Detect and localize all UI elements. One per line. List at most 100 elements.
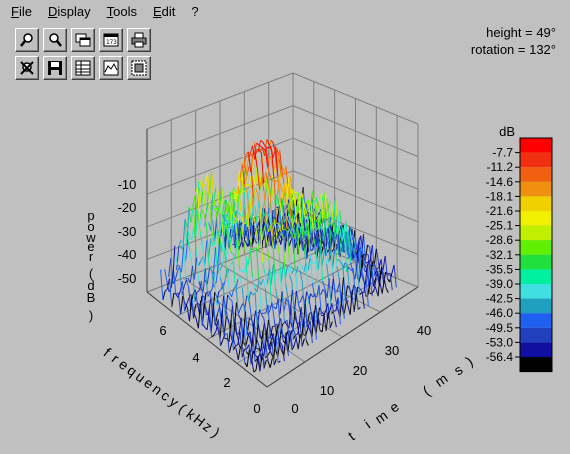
spectrum-trace-segment <box>224 294 229 317</box>
spectrum-trace-segment <box>252 145 256 160</box>
spectrum-trace-segment <box>176 245 180 271</box>
spectrum-trace-segment <box>355 244 359 249</box>
spectrum-trace-segment <box>186 307 190 322</box>
spectrum-trace-segment <box>265 344 269 362</box>
zoom-off-button[interactable] <box>15 56 39 80</box>
spectrum-trace-segment <box>314 199 318 211</box>
spectrum-trace-segment <box>265 171 269 184</box>
spectrum-trace-segment <box>276 149 281 173</box>
spectrum-trace-segment <box>291 290 296 316</box>
spectrum-trace-segment <box>383 277 387 289</box>
spectrum-trace-segment <box>326 278 330 298</box>
spectrum-trace-segment <box>264 149 269 167</box>
spectrum-trace-segment <box>281 291 285 322</box>
spectrum-trace-segment <box>212 304 217 324</box>
table-button[interactable] <box>71 56 95 80</box>
spectrum-trace-segment <box>248 349 253 359</box>
spectrum-trace-segment <box>321 313 325 333</box>
spectrum-trace-segment <box>297 321 301 335</box>
menu-help[interactable]: ? <box>191 3 199 19</box>
spectrum-trace-segment <box>268 268 273 307</box>
menu-file[interactable]: File <box>11 4 32 19</box>
legend-color-swatch <box>520 327 552 343</box>
spectrum-trace-segment <box>202 183 206 189</box>
spectrum-trace-segment <box>354 260 358 280</box>
zoom-out-button[interactable] <box>43 28 67 52</box>
spectrum-trace-segment <box>248 184 252 191</box>
spectrum-trace-segment <box>263 344 267 356</box>
spectrum-trace-segment <box>307 221 311 254</box>
copy-window-button[interactable] <box>71 28 95 52</box>
spectrum-trace-segment <box>268 231 272 246</box>
spectrum-trace-segment <box>280 261 285 283</box>
spectrum-trace-segment <box>330 250 334 273</box>
power-axis-label-char: d <box>87 278 94 293</box>
graph-button[interactable] <box>99 56 123 80</box>
spectrum-trace-segment <box>252 292 256 296</box>
spectrum-trace-segment <box>234 236 238 260</box>
spectrum-trace-segment <box>283 261 287 285</box>
spectrum-trace-segment <box>281 197 285 223</box>
spectrum-trace-segment <box>198 181 202 205</box>
spectrum-trace-segment <box>244 311 249 333</box>
spectrum-trace-segment <box>275 190 279 200</box>
spectrum-trace-segment <box>345 296 349 306</box>
power-tick-label: -40 <box>118 247 137 262</box>
counter-button[interactable]: 173 <box>99 28 123 52</box>
spectrum-trace-segment <box>270 333 274 341</box>
grid-line <box>146 235 294 293</box>
spectrum-trace-segment <box>281 345 285 362</box>
spectrum-trace-segment <box>231 210 235 216</box>
spectrum-trace-segment <box>256 169 261 190</box>
spectrum-trace-segment <box>184 239 189 263</box>
spectrum-trace-segment <box>255 355 259 371</box>
legend-color-swatch <box>520 167 552 182</box>
spectrum-trace-segment <box>242 303 246 308</box>
menu-tools[interactable]: Tools <box>107 4 137 19</box>
spectrum-trace-segment <box>337 226 341 244</box>
spectrum-trace-segment <box>297 266 301 272</box>
spectrum-trace-segment <box>266 242 270 260</box>
spectrum-trace-segment <box>299 225 303 241</box>
spectrum-trace-segment <box>224 225 228 252</box>
spectrum-trace-segment <box>217 319 222 346</box>
spectrum-trace-segment <box>193 312 197 319</box>
spectrum-trace-segment <box>318 208 322 215</box>
spectrum-trace-segment <box>300 216 304 229</box>
print-button[interactable] <box>127 28 151 52</box>
menu-display[interactable]: Display <box>48 4 91 19</box>
spectrum-trace-segment <box>241 269 245 274</box>
spectrum-trace-segment <box>329 223 333 226</box>
spectrum-trace-segment <box>258 144 262 147</box>
spectrum-trace-segment <box>289 290 293 312</box>
spectrum-trace-segment <box>331 303 335 316</box>
spectrum-trace-segment <box>215 264 219 283</box>
power-tick-label: -30 <box>118 224 137 239</box>
spectrum-trace-segment <box>278 223 282 232</box>
spectrum-trace-segment <box>300 307 305 335</box>
legend-color-swatch <box>520 313 552 328</box>
spectrum-trace-segment <box>283 185 288 229</box>
zoom-in-button[interactable] <box>15 28 39 52</box>
spectrum-trace-segment <box>234 220 238 235</box>
spectrum-trace-segment <box>183 246 187 279</box>
spectrum-trace-segment <box>276 225 281 230</box>
time-tick-label: 0 <box>291 401 298 416</box>
menu-edit[interactable]: Edit <box>153 4 175 19</box>
spectrum-trace-segment <box>181 281 186 311</box>
spectrum-trace-segment <box>299 237 304 251</box>
spectrum-trace-segment <box>261 314 265 320</box>
spectrum-trace-segment <box>209 291 214 318</box>
export-button[interactable] <box>127 56 151 80</box>
spectrum-trace-segment <box>373 277 377 291</box>
save-button[interactable] <box>43 56 67 80</box>
spectrum-trace-segment <box>233 284 237 290</box>
spectrum-trace-segment <box>284 228 288 232</box>
spectrum-trace-segment <box>313 237 317 251</box>
spectrum-trace-segment <box>299 193 303 200</box>
spectrum-trace-segment <box>243 190 246 193</box>
spectrum-trace-segment <box>301 280 305 310</box>
menu-tools-mnemonic: T <box>106 3 114 19</box>
legend-label: -35.5 <box>486 262 514 276</box>
spectrum-trace-segment <box>219 264 223 270</box>
